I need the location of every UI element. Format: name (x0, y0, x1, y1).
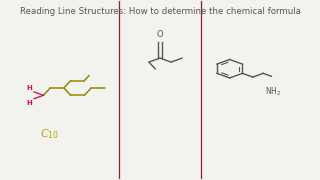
Text: NH$_2$: NH$_2$ (265, 86, 281, 98)
Text: O: O (157, 30, 163, 39)
Text: H: H (27, 85, 33, 91)
Text: C$_{10}$: C$_{10}$ (39, 127, 59, 141)
Text: H: H (27, 100, 33, 106)
Text: Reading Line Structures: How to determine the chemical formula: Reading Line Structures: How to determin… (20, 7, 300, 16)
